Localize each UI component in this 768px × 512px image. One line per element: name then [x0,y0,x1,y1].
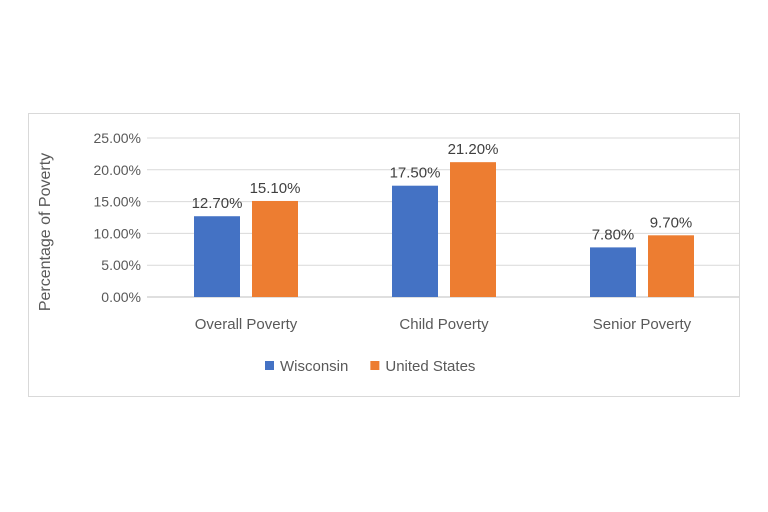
chart-frame: Percentage of Poverty 0.00% 5.00% 10.00% 15… [28,113,740,397]
y-tick-label: 25.00% [94,130,141,146]
data-label: 7.80% [592,226,635,243]
legend-entry: United States [385,358,475,375]
y-tick-label: 5.00% [101,257,141,273]
y-tick-label: 0.00% [101,289,141,305]
data-label: 15.10% [250,180,301,197]
bar [392,185,438,297]
data-label: 9.70% [650,214,693,231]
data-label: 12.70% [192,195,243,212]
bar [648,235,694,297]
bar-chart: Percentage of Poverty 0.00% 5.00% 10.00% 15… [37,130,739,375]
y-axis-title: Percentage of Poverty [37,153,54,311]
data-label: 17.50% [390,165,441,182]
bar [450,162,496,297]
y-tick-label: 15.00% [94,194,141,210]
bar [194,216,240,297]
legend-swatch [265,361,274,370]
legend-entry: Wisconsin [280,358,348,375]
x-tick-label: Senior Poverty [593,316,692,333]
bar [252,200,298,297]
legend-swatch [370,361,380,370]
y-tick-label: 10.00% [94,225,141,241]
x-tick-label: Overall Poverty [195,316,298,333]
x-tick-label: Child Poverty [399,316,489,333]
y-tick-label: 20.00% [94,162,141,178]
data-label: 21.20% [448,141,499,158]
bar [590,247,636,297]
